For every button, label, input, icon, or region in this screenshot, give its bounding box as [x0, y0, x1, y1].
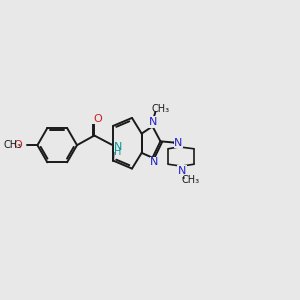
Text: N: N	[149, 117, 157, 127]
Text: O: O	[13, 140, 22, 150]
Text: N: N	[114, 142, 122, 152]
Text: N: N	[174, 137, 183, 148]
Text: CH₃: CH₃	[182, 175, 200, 185]
Text: CH₃: CH₃	[152, 104, 170, 114]
Text: CH₃: CH₃	[4, 140, 22, 150]
Text: O: O	[93, 114, 102, 124]
Text: H: H	[114, 147, 122, 158]
Text: N: N	[178, 166, 186, 176]
Text: N: N	[150, 157, 159, 167]
